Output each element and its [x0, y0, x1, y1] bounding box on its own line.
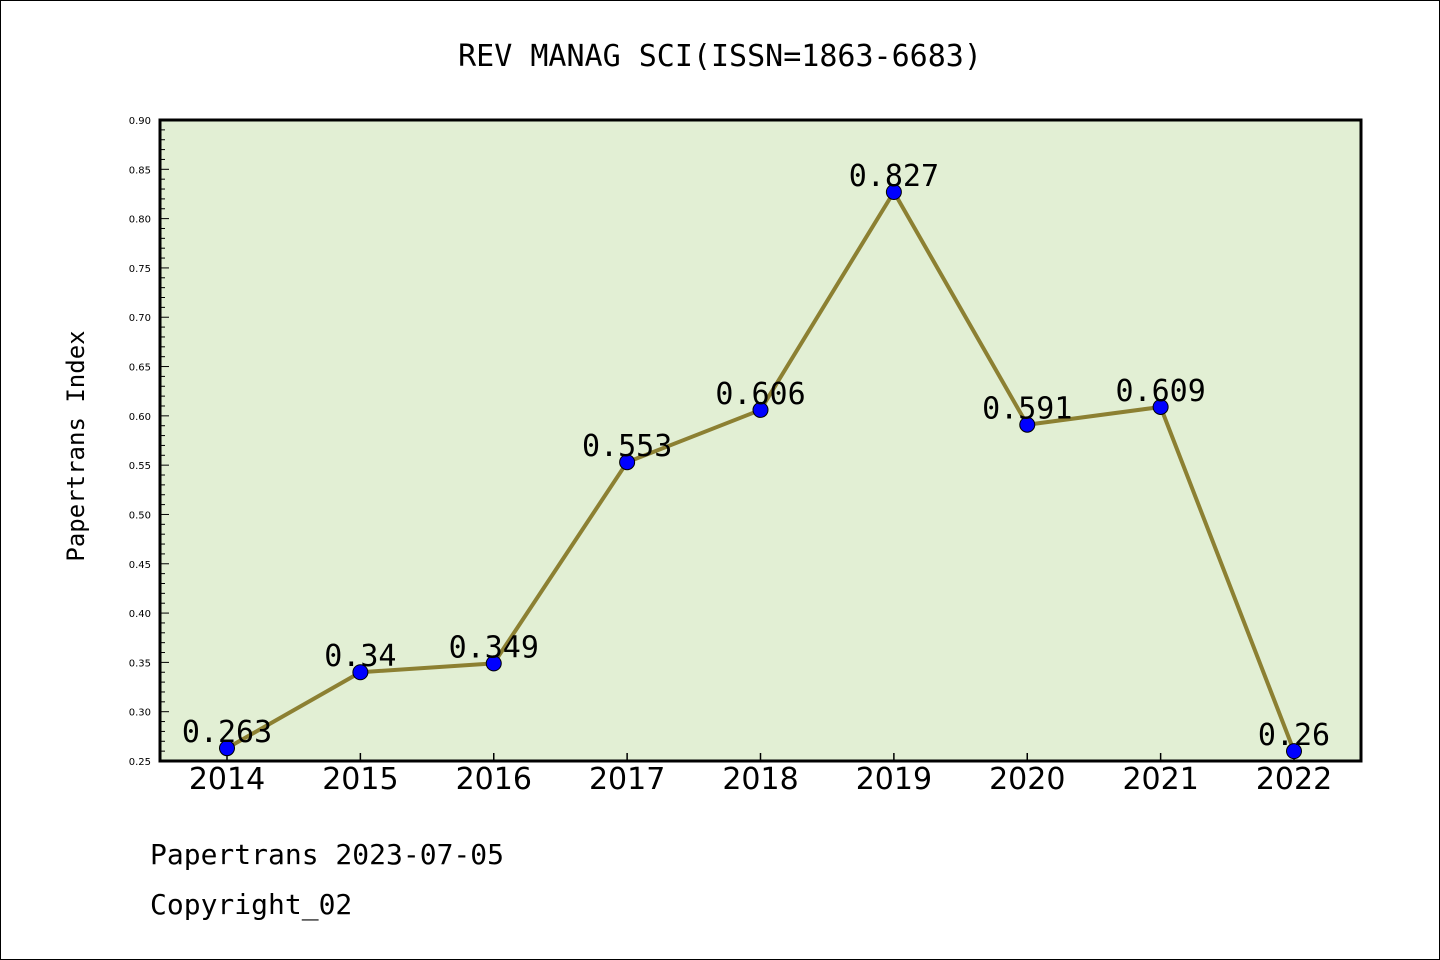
- x-tick-label: 2018: [722, 762, 798, 797]
- y-tick-label: 0.65: [129, 363, 151, 374]
- data-label: 0.606: [715, 377, 805, 412]
- data-point: [752, 401, 769, 418]
- y-tick-label: 0.75: [129, 264, 151, 275]
- x-tick-label: 2019: [856, 762, 932, 797]
- data-label: 0.349: [449, 630, 539, 665]
- y-tick-label: 0.35: [129, 658, 151, 669]
- x-tick-label: 2020: [989, 762, 1065, 797]
- footer-date: Papertrans 2023-07-05: [150, 838, 504, 871]
- data-point: [1019, 416, 1036, 433]
- data-labels: 0.263 0.34 0.349 0.553 0.606 0.827 0.591 0.609 0…: [182, 159, 1330, 753]
- y-tick-label: 0.60: [129, 412, 151, 423]
- data-point: [619, 454, 636, 471]
- x-tick-label: 2021: [1122, 762, 1198, 797]
- x-tick-label: 2016: [456, 762, 532, 797]
- y-axis: 0.25 0.30 0.35 0.40 0.45 0.50 0.55 0.60 0.65 0.70…: [129, 116, 151, 768]
- y-tick-label: 0.70: [129, 313, 151, 324]
- y-tick-label: 0.50: [129, 510, 151, 521]
- x-tick-label: 2014: [189, 762, 265, 797]
- data-point: [352, 664, 369, 681]
- plot-area: [160, 120, 1361, 761]
- y-tick-label: 0.40: [129, 609, 151, 620]
- data-label: 0.26: [1258, 718, 1330, 753]
- data-point: [485, 655, 502, 672]
- data-label: 0.34: [324, 639, 396, 674]
- y-tick-label: 0.30: [129, 708, 151, 719]
- y-axis-label: Papertrans Index: [62, 330, 90, 561]
- data-label: 0.827: [849, 159, 939, 194]
- footer-copyright: Copyright_02: [150, 888, 352, 922]
- data-label: 0.553: [582, 429, 672, 464]
- chart-title: REV MANAG SCI(ISSN=1863-6683): [458, 39, 982, 74]
- data-point: [1286, 743, 1302, 760]
- y-tick-label: 0.85: [129, 165, 151, 176]
- series-markers: [219, 183, 1302, 760]
- x-tick-label: 2022: [1256, 762, 1332, 797]
- data-label: 0.263: [182, 715, 272, 750]
- x-axis: 2014 2015 2016 2017 2018 2019 2020 2021 2022: [189, 753, 1332, 797]
- data-label: 0.609: [1115, 374, 1205, 409]
- data-point: [219, 740, 235, 757]
- y-tick-label: 0.55: [129, 461, 151, 472]
- data-point: [1152, 398, 1169, 415]
- y-tick-label: 0.90: [129, 116, 151, 127]
- x-tick-label: 2015: [322, 762, 398, 797]
- y-tick-label: 0.25: [129, 757, 151, 768]
- data-label: 0.591: [982, 392, 1072, 427]
- data-point: [885, 183, 902, 200]
- y-tick-label: 0.45: [129, 560, 151, 571]
- x-tick-label: 2017: [589, 762, 665, 797]
- y-tick-label: 0.80: [129, 215, 151, 226]
- plot-border: [158, 118, 1363, 763]
